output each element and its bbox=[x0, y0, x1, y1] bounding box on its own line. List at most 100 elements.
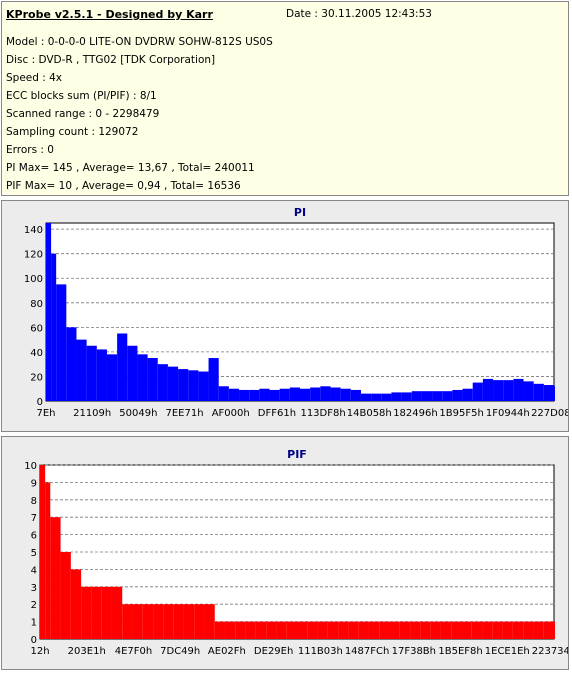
pi-bar bbox=[340, 388, 351, 401]
pi-bar bbox=[360, 393, 372, 401]
pi-bar bbox=[503, 380, 514, 401]
pif-x-tick-label: DE29Eh bbox=[254, 646, 293, 657]
pi-bar bbox=[310, 387, 321, 401]
pif-bar bbox=[512, 621, 524, 639]
pif-bar bbox=[399, 621, 411, 639]
pi-bar bbox=[421, 391, 433, 401]
pif-bar bbox=[523, 621, 534, 639]
pif-bar bbox=[297, 621, 308, 639]
pi-bar bbox=[371, 393, 382, 401]
info-ecc-sum: ECC blocks sum (PI/PIF) : 8/1 bbox=[6, 90, 157, 102]
pi-bar bbox=[442, 391, 453, 401]
pi-y-tick-label: 40 bbox=[30, 348, 43, 359]
info-panel: KProbe v2.5.1 - Designed by Karr Date : … bbox=[1, 1, 569, 196]
pif-bar bbox=[45, 482, 51, 639]
pif-bar bbox=[153, 604, 164, 639]
pi-y-tick-label: 120 bbox=[24, 250, 43, 261]
pi-bar bbox=[208, 358, 219, 401]
info-disc: Disc : DVD-R , TTG02 [TDK Corporation] bbox=[6, 54, 216, 66]
pi-x-tick-label: 21109h bbox=[73, 408, 111, 419]
info-errors: Errors : 0 bbox=[6, 144, 54, 156]
pif-bar bbox=[245, 621, 256, 639]
pi-x-tick-label: 227D08h bbox=[531, 408, 568, 419]
pi-bar bbox=[137, 354, 148, 401]
pif-bar bbox=[502, 621, 513, 639]
pif-bar bbox=[142, 604, 154, 639]
pif-bar bbox=[194, 604, 205, 639]
pif-bar bbox=[430, 621, 441, 639]
pi-bar bbox=[127, 345, 138, 401]
pif-bar bbox=[40, 465, 46, 639]
pi-bar bbox=[391, 392, 402, 401]
pif-bar bbox=[471, 621, 483, 639]
pif-x-tick-label: 12h bbox=[30, 646, 49, 657]
pi-bar bbox=[472, 382, 483, 401]
pif-x-tick-label: 17F38Bh bbox=[392, 646, 436, 657]
pi-bar bbox=[401, 392, 412, 401]
pif-x-tick-label: 203E1h bbox=[68, 646, 106, 657]
pif-y-tick-label: 0 bbox=[31, 635, 37, 646]
pi-bar bbox=[51, 253, 57, 401]
pif-bar bbox=[420, 621, 431, 639]
pi-x-tick-label: 7EE71h bbox=[166, 408, 204, 419]
pi-bar bbox=[300, 388, 311, 401]
pi-y-tick-label: 140 bbox=[24, 225, 43, 236]
pif-y-tick-label: 4 bbox=[31, 565, 37, 576]
pif-bar bbox=[358, 621, 369, 639]
pif-bar bbox=[255, 621, 267, 639]
pif-bar bbox=[266, 621, 277, 639]
info-pi-stats: PI Max= 145 , Average= 13,67 , Total= 24… bbox=[6, 162, 255, 174]
pif-bar bbox=[482, 621, 493, 639]
pif-bar bbox=[338, 621, 349, 639]
info-model: Model : 0-0-0-0 LITE-ON DVDRW SOHW-812S … bbox=[6, 36, 273, 48]
pi-bar bbox=[117, 333, 128, 401]
pi-y-tick-label: 60 bbox=[30, 323, 43, 334]
pif-y-tick-label: 10 bbox=[24, 461, 37, 472]
pif-x-tick-label: 7DC49h bbox=[160, 646, 200, 657]
pif-y-tick-label: 5 bbox=[31, 548, 37, 559]
info-scanned-range: Scanned range : 0 - 2298479 bbox=[6, 108, 160, 120]
pi-bar bbox=[86, 345, 97, 401]
pi-bar bbox=[462, 388, 473, 401]
pi-x-tick-label: 14B058h bbox=[347, 408, 392, 419]
pif-bar bbox=[543, 621, 554, 639]
app-title: KProbe v2.5.1 - Designed by Karr bbox=[6, 8, 213, 21]
pif-x-tick-label: 4E7F0h bbox=[115, 646, 153, 657]
pi-bar bbox=[493, 380, 504, 401]
pi-bar bbox=[320, 386, 331, 401]
pif-bar bbox=[286, 621, 297, 639]
pif-y-tick-label: 2 bbox=[31, 600, 37, 611]
pi-bar bbox=[147, 358, 158, 401]
pif-x-tick-label: AE02Fh bbox=[208, 646, 246, 657]
pi-bar bbox=[269, 389, 280, 401]
pif-bar bbox=[122, 604, 133, 639]
pi-bar bbox=[218, 386, 229, 401]
pi-bar bbox=[157, 364, 168, 401]
pif-bar bbox=[276, 621, 287, 639]
pi-bar bbox=[66, 327, 77, 401]
pi-bar bbox=[554, 386, 555, 401]
pif-x-tick-label: 1487FCh bbox=[345, 646, 390, 657]
pi-bar bbox=[249, 389, 260, 401]
pi-bar bbox=[106, 354, 118, 401]
pi-bar bbox=[432, 391, 443, 401]
pif-bar bbox=[60, 552, 71, 639]
pi-y-tick-label: 0 bbox=[37, 397, 43, 408]
pi-bar bbox=[279, 388, 290, 401]
pif-y-tick-label: 3 bbox=[31, 583, 37, 594]
pif-bar bbox=[235, 621, 246, 639]
pi-bar bbox=[523, 381, 534, 401]
pi-bar bbox=[533, 383, 544, 401]
pif-x-tick-label: 1B5EF8h bbox=[438, 646, 482, 657]
pi-bar bbox=[46, 223, 52, 401]
pif-bar bbox=[183, 604, 195, 639]
pif-bar bbox=[554, 621, 555, 639]
pif-bar bbox=[81, 586, 92, 639]
pif-bar bbox=[101, 586, 112, 639]
info-sampling-count: Sampling count : 129072 bbox=[6, 126, 139, 138]
pif-chart-panel: PIF 0 1 2 3 4 5 6 7 8 9 10 12h 203E1h 4E7F0h 7DC49h AE02… bbox=[1, 436, 572, 670]
pif-bar bbox=[410, 621, 421, 639]
pif-bar bbox=[461, 621, 472, 639]
pi-bar bbox=[289, 387, 300, 401]
pif-bar bbox=[533, 621, 544, 639]
